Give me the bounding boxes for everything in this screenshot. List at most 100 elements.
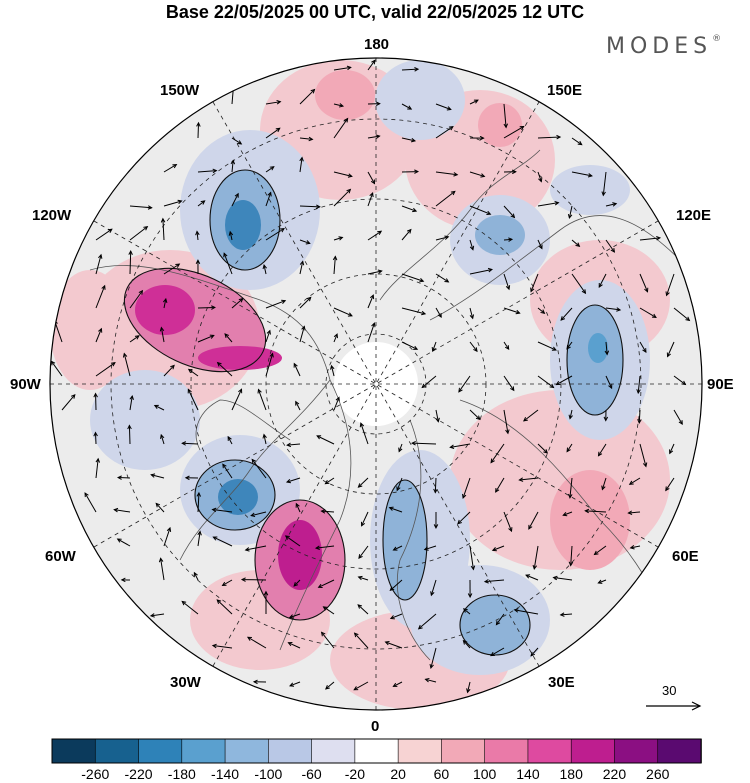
wind-arrow bbox=[638, 409, 641, 423]
wind-arrow-head bbox=[549, 383, 555, 389]
positive-anomaly bbox=[478, 103, 522, 147]
wind-arrow bbox=[216, 599, 233, 615]
wind-arrow bbox=[265, 300, 286, 309]
wind-arrow bbox=[435, 307, 442, 318]
wind-arrow-head bbox=[505, 429, 510, 435]
colorbar-tick-label: 260 bbox=[646, 766, 670, 782]
wind-arrow bbox=[432, 341, 437, 352]
wind-arrow-head bbox=[389, 615, 395, 620]
wind-arrow bbox=[231, 160, 234, 173]
wind-arrow bbox=[435, 273, 449, 283]
wind-arrow bbox=[95, 254, 102, 275]
wind-arrow bbox=[560, 613, 573, 616]
wind-arrow bbox=[598, 579, 607, 584]
wind-arrow bbox=[325, 681, 335, 690]
wind-arrow-head bbox=[417, 624, 423, 630]
wind-arrow bbox=[560, 307, 573, 321]
wind-arrow-head bbox=[317, 583, 323, 588]
colorbar-tick-label: -20 bbox=[344, 766, 365, 782]
wind-arrow-head bbox=[444, 235, 450, 240]
wind-arrow bbox=[247, 636, 267, 649]
anomaly-field bbox=[50, 58, 702, 710]
wind-arrow bbox=[585, 510, 607, 513]
colorbar-swatch bbox=[138, 738, 183, 764]
wind-arrow-head bbox=[519, 125, 525, 131]
wind-arrow bbox=[84, 492, 97, 513]
wind-arrow-head bbox=[495, 620, 501, 626]
wind-arrow bbox=[367, 135, 380, 139]
wind-arrow-head bbox=[636, 389, 641, 395]
wind-arrow bbox=[566, 443, 573, 452]
wind-arrow-head bbox=[216, 361, 222, 367]
wind-arrow-head bbox=[332, 255, 338, 261]
wind-arrow bbox=[367, 294, 374, 309]
wind-arrow bbox=[469, 409, 481, 420]
wind-arrow bbox=[537, 307, 545, 314]
wind-arrow-head bbox=[266, 329, 271, 335]
wind-arrow bbox=[95, 458, 99, 479]
wind-arrow-head bbox=[601, 191, 606, 197]
wind-arrow-head bbox=[581, 289, 587, 295]
wind-arrow bbox=[401, 103, 412, 110]
wind-arrow-head bbox=[508, 237, 514, 242]
wind-arrow bbox=[605, 375, 613, 389]
lon-label-150e: 150E bbox=[547, 82, 583, 99]
wind-arrow-head bbox=[466, 688, 471, 694]
wind-arrow-head bbox=[530, 651, 536, 657]
wind-arrow bbox=[163, 263, 180, 275]
colorbar-tick-label: -180 bbox=[167, 766, 196, 782]
wind-arrow-head bbox=[262, 433, 267, 439]
wind-arrow bbox=[457, 511, 471, 525]
wind-arrow bbox=[162, 218, 165, 241]
wind-arrow-head bbox=[446, 106, 452, 111]
wind-arrow bbox=[333, 236, 343, 241]
wind-arrow-head bbox=[324, 479, 330, 485]
wind-arrow bbox=[299, 261, 304, 275]
wind-arrow bbox=[227, 436, 233, 445]
wind-arrow bbox=[639, 307, 657, 318]
wind-arrow bbox=[360, 423, 369, 445]
strong-negative-anomaly bbox=[588, 333, 608, 363]
brand-text: MODES bbox=[606, 34, 713, 59]
wind-arrow-head bbox=[407, 105, 413, 110]
wind-arrow-head bbox=[224, 333, 229, 338]
wind-arrow bbox=[123, 353, 131, 377]
wind-arrow bbox=[197, 306, 215, 309]
wind-arrow-head bbox=[315, 204, 321, 209]
wind-arrow bbox=[458, 375, 471, 393]
reference-vector bbox=[646, 701, 702, 711]
wind-arrow bbox=[333, 66, 351, 71]
wind-arrow bbox=[396, 477, 403, 491]
wind-arrow-head bbox=[320, 509, 326, 514]
wind-arrow-head bbox=[515, 309, 521, 315]
wind-arrow bbox=[496, 613, 505, 625]
colorbar-swatch bbox=[527, 738, 573, 764]
lon-label-150w: 150W bbox=[160, 82, 200, 99]
wind-arrow-head bbox=[231, 80, 236, 86]
wind-arrow-head bbox=[347, 312, 353, 317]
wind-arrow bbox=[637, 375, 641, 394]
wind-arrow-head bbox=[295, 400, 300, 406]
wind-arrow bbox=[393, 681, 403, 687]
wind-arrow bbox=[323, 606, 335, 615]
wind-arrow bbox=[333, 333, 338, 343]
wind-arrow bbox=[229, 231, 233, 241]
wind-arrow-head bbox=[155, 502, 161, 508]
wind-arrow bbox=[160, 327, 165, 343]
wind-arrow bbox=[639, 237, 661, 241]
wind-arrow-head bbox=[449, 444, 455, 449]
wind-arrow-head bbox=[375, 101, 381, 106]
wind-arrow-head bbox=[532, 564, 538, 570]
wind-arrow bbox=[421, 375, 437, 388]
wind-arrow bbox=[639, 443, 647, 467]
wind-arrow bbox=[598, 443, 607, 457]
wind-arrow-head bbox=[120, 577, 126, 583]
wind-arrow bbox=[385, 641, 403, 649]
wind-arrow bbox=[469, 268, 493, 275]
wind-arrow bbox=[571, 171, 592, 177]
wind-arrow-head bbox=[495, 487, 500, 493]
wind-arrow bbox=[492, 545, 505, 551]
wind-arrow bbox=[435, 126, 454, 139]
coastlines bbox=[89, 149, 681, 661]
